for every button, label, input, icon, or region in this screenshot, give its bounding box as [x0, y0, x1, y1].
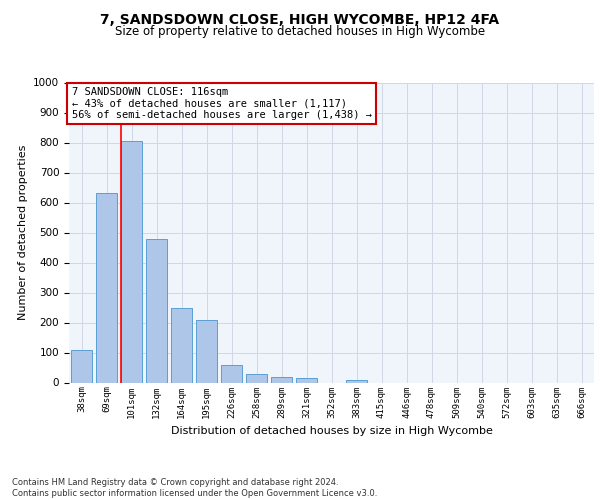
Bar — [96, 193, 117, 382]
Text: 7, SANDSDOWN CLOSE, HIGH WYCOMBE, HP12 4FA: 7, SANDSDOWN CLOSE, HIGH WYCOMBE, HP12 4… — [100, 12, 500, 26]
Bar — [221, 364, 242, 382]
Bar — [271, 376, 292, 382]
Bar — [146, 239, 167, 382]
Bar — [346, 380, 367, 382]
Text: 7 SANDSDOWN CLOSE: 116sqm
← 43% of detached houses are smaller (1,117)
56% of se: 7 SANDSDOWN CLOSE: 116sqm ← 43% of detac… — [71, 87, 371, 120]
Text: Contains HM Land Registry data © Crown copyright and database right 2024.
Contai: Contains HM Land Registry data © Crown c… — [12, 478, 377, 498]
Bar — [246, 374, 267, 382]
Bar — [296, 378, 317, 382]
Bar — [71, 350, 92, 382]
Bar — [196, 320, 217, 382]
Text: Size of property relative to detached houses in High Wycombe: Size of property relative to detached ho… — [115, 25, 485, 38]
Y-axis label: Number of detached properties: Number of detached properties — [17, 145, 28, 320]
Bar — [171, 308, 192, 382]
X-axis label: Distribution of detached houses by size in High Wycombe: Distribution of detached houses by size … — [170, 426, 493, 436]
Bar — [121, 141, 142, 382]
